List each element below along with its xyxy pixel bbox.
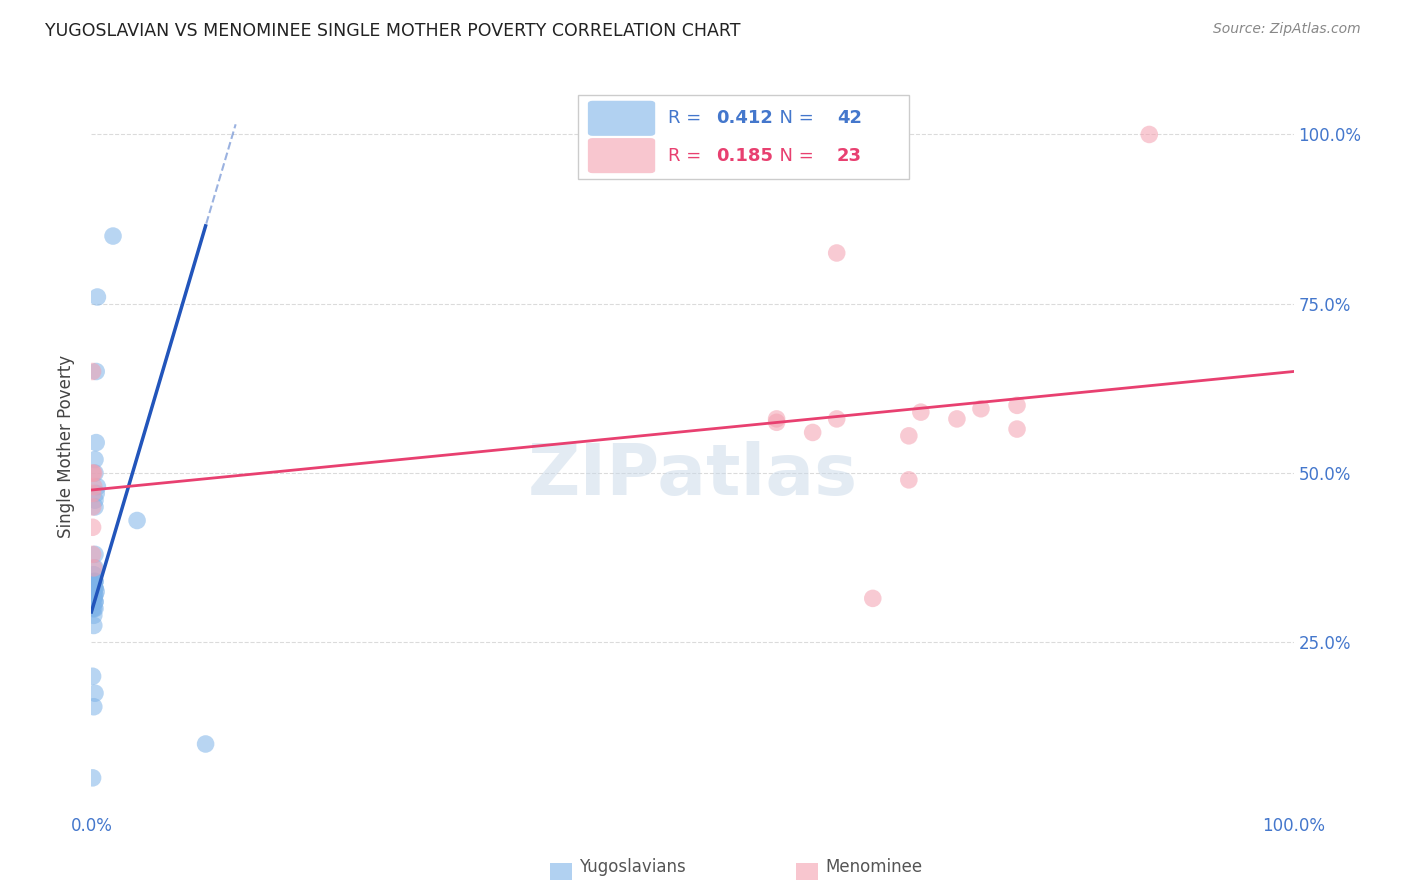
Point — [83, 581, 105, 595]
Point — [83, 601, 105, 615]
Point — [84, 581, 107, 595]
Point — [101, 229, 124, 244]
Point — [82, 520, 104, 534]
Point — [82, 547, 104, 561]
Point — [125, 514, 148, 528]
Point — [83, 574, 105, 589]
Point — [82, 591, 104, 606]
Y-axis label: Single Mother Poverty: Single Mother Poverty — [58, 354, 76, 538]
Point — [82, 500, 104, 514]
Point — [1005, 398, 1028, 412]
Point — [84, 581, 107, 595]
Text: N =: N = — [768, 146, 820, 165]
FancyBboxPatch shape — [578, 95, 908, 179]
Text: R =: R = — [668, 110, 707, 128]
Text: R =: R = — [668, 146, 707, 165]
Point — [83, 591, 105, 606]
Point — [765, 415, 787, 429]
Point — [83, 591, 105, 606]
Point — [84, 686, 107, 700]
Point — [194, 737, 217, 751]
Point — [84, 500, 107, 514]
Point — [825, 412, 848, 426]
Point — [862, 591, 884, 606]
Point — [84, 466, 107, 480]
FancyBboxPatch shape — [588, 138, 655, 173]
Text: 0.412: 0.412 — [717, 110, 773, 128]
Text: Source: ZipAtlas.com: Source: ZipAtlas.com — [1213, 22, 1361, 37]
Point — [801, 425, 824, 440]
Point — [84, 595, 107, 609]
Point — [84, 493, 107, 508]
Point — [83, 608, 105, 623]
Point — [970, 401, 993, 416]
Point — [82, 584, 104, 599]
Point — [84, 595, 107, 609]
Point — [82, 486, 104, 500]
Point — [897, 429, 920, 443]
Point — [1005, 422, 1028, 436]
Point — [1137, 128, 1160, 142]
Point — [897, 473, 920, 487]
Point — [910, 405, 932, 419]
Text: YUGOSLAVIAN VS MENOMINEE SINGLE MOTHER POVERTY CORRELATION CHART: YUGOSLAVIAN VS MENOMINEE SINGLE MOTHER P… — [45, 22, 741, 40]
Point — [86, 290, 108, 304]
Point — [84, 574, 107, 589]
Point — [84, 584, 107, 599]
Point — [946, 412, 969, 426]
Point — [84, 486, 107, 500]
Point — [82, 601, 104, 615]
Point — [83, 588, 105, 602]
Point — [84, 435, 107, 450]
Text: 23: 23 — [837, 146, 862, 165]
Text: 42: 42 — [837, 110, 862, 128]
Point — [825, 246, 848, 260]
Point — [84, 452, 107, 467]
FancyBboxPatch shape — [588, 101, 655, 136]
Point — [83, 699, 105, 714]
Point — [82, 364, 104, 378]
Point — [82, 578, 104, 592]
Point — [83, 618, 105, 632]
Point — [84, 588, 107, 602]
Point — [83, 578, 105, 592]
Point — [84, 601, 107, 615]
Point — [83, 567, 105, 582]
Point — [83, 588, 105, 602]
Point — [83, 480, 105, 494]
Point — [765, 412, 787, 426]
Text: Menominee: Menominee — [825, 858, 922, 876]
Point — [82, 669, 104, 683]
Text: 0.185: 0.185 — [717, 146, 773, 165]
Text: Yugoslavians: Yugoslavians — [579, 858, 686, 876]
Point — [84, 561, 107, 575]
Point — [83, 561, 105, 575]
Point — [82, 771, 104, 785]
Point — [84, 574, 107, 589]
Point — [82, 466, 104, 480]
Text: ZIPatlas: ZIPatlas — [527, 441, 858, 509]
Point — [83, 466, 105, 480]
Point — [84, 364, 107, 378]
Point — [86, 480, 108, 494]
Text: N =: N = — [768, 110, 820, 128]
Point — [84, 547, 107, 561]
